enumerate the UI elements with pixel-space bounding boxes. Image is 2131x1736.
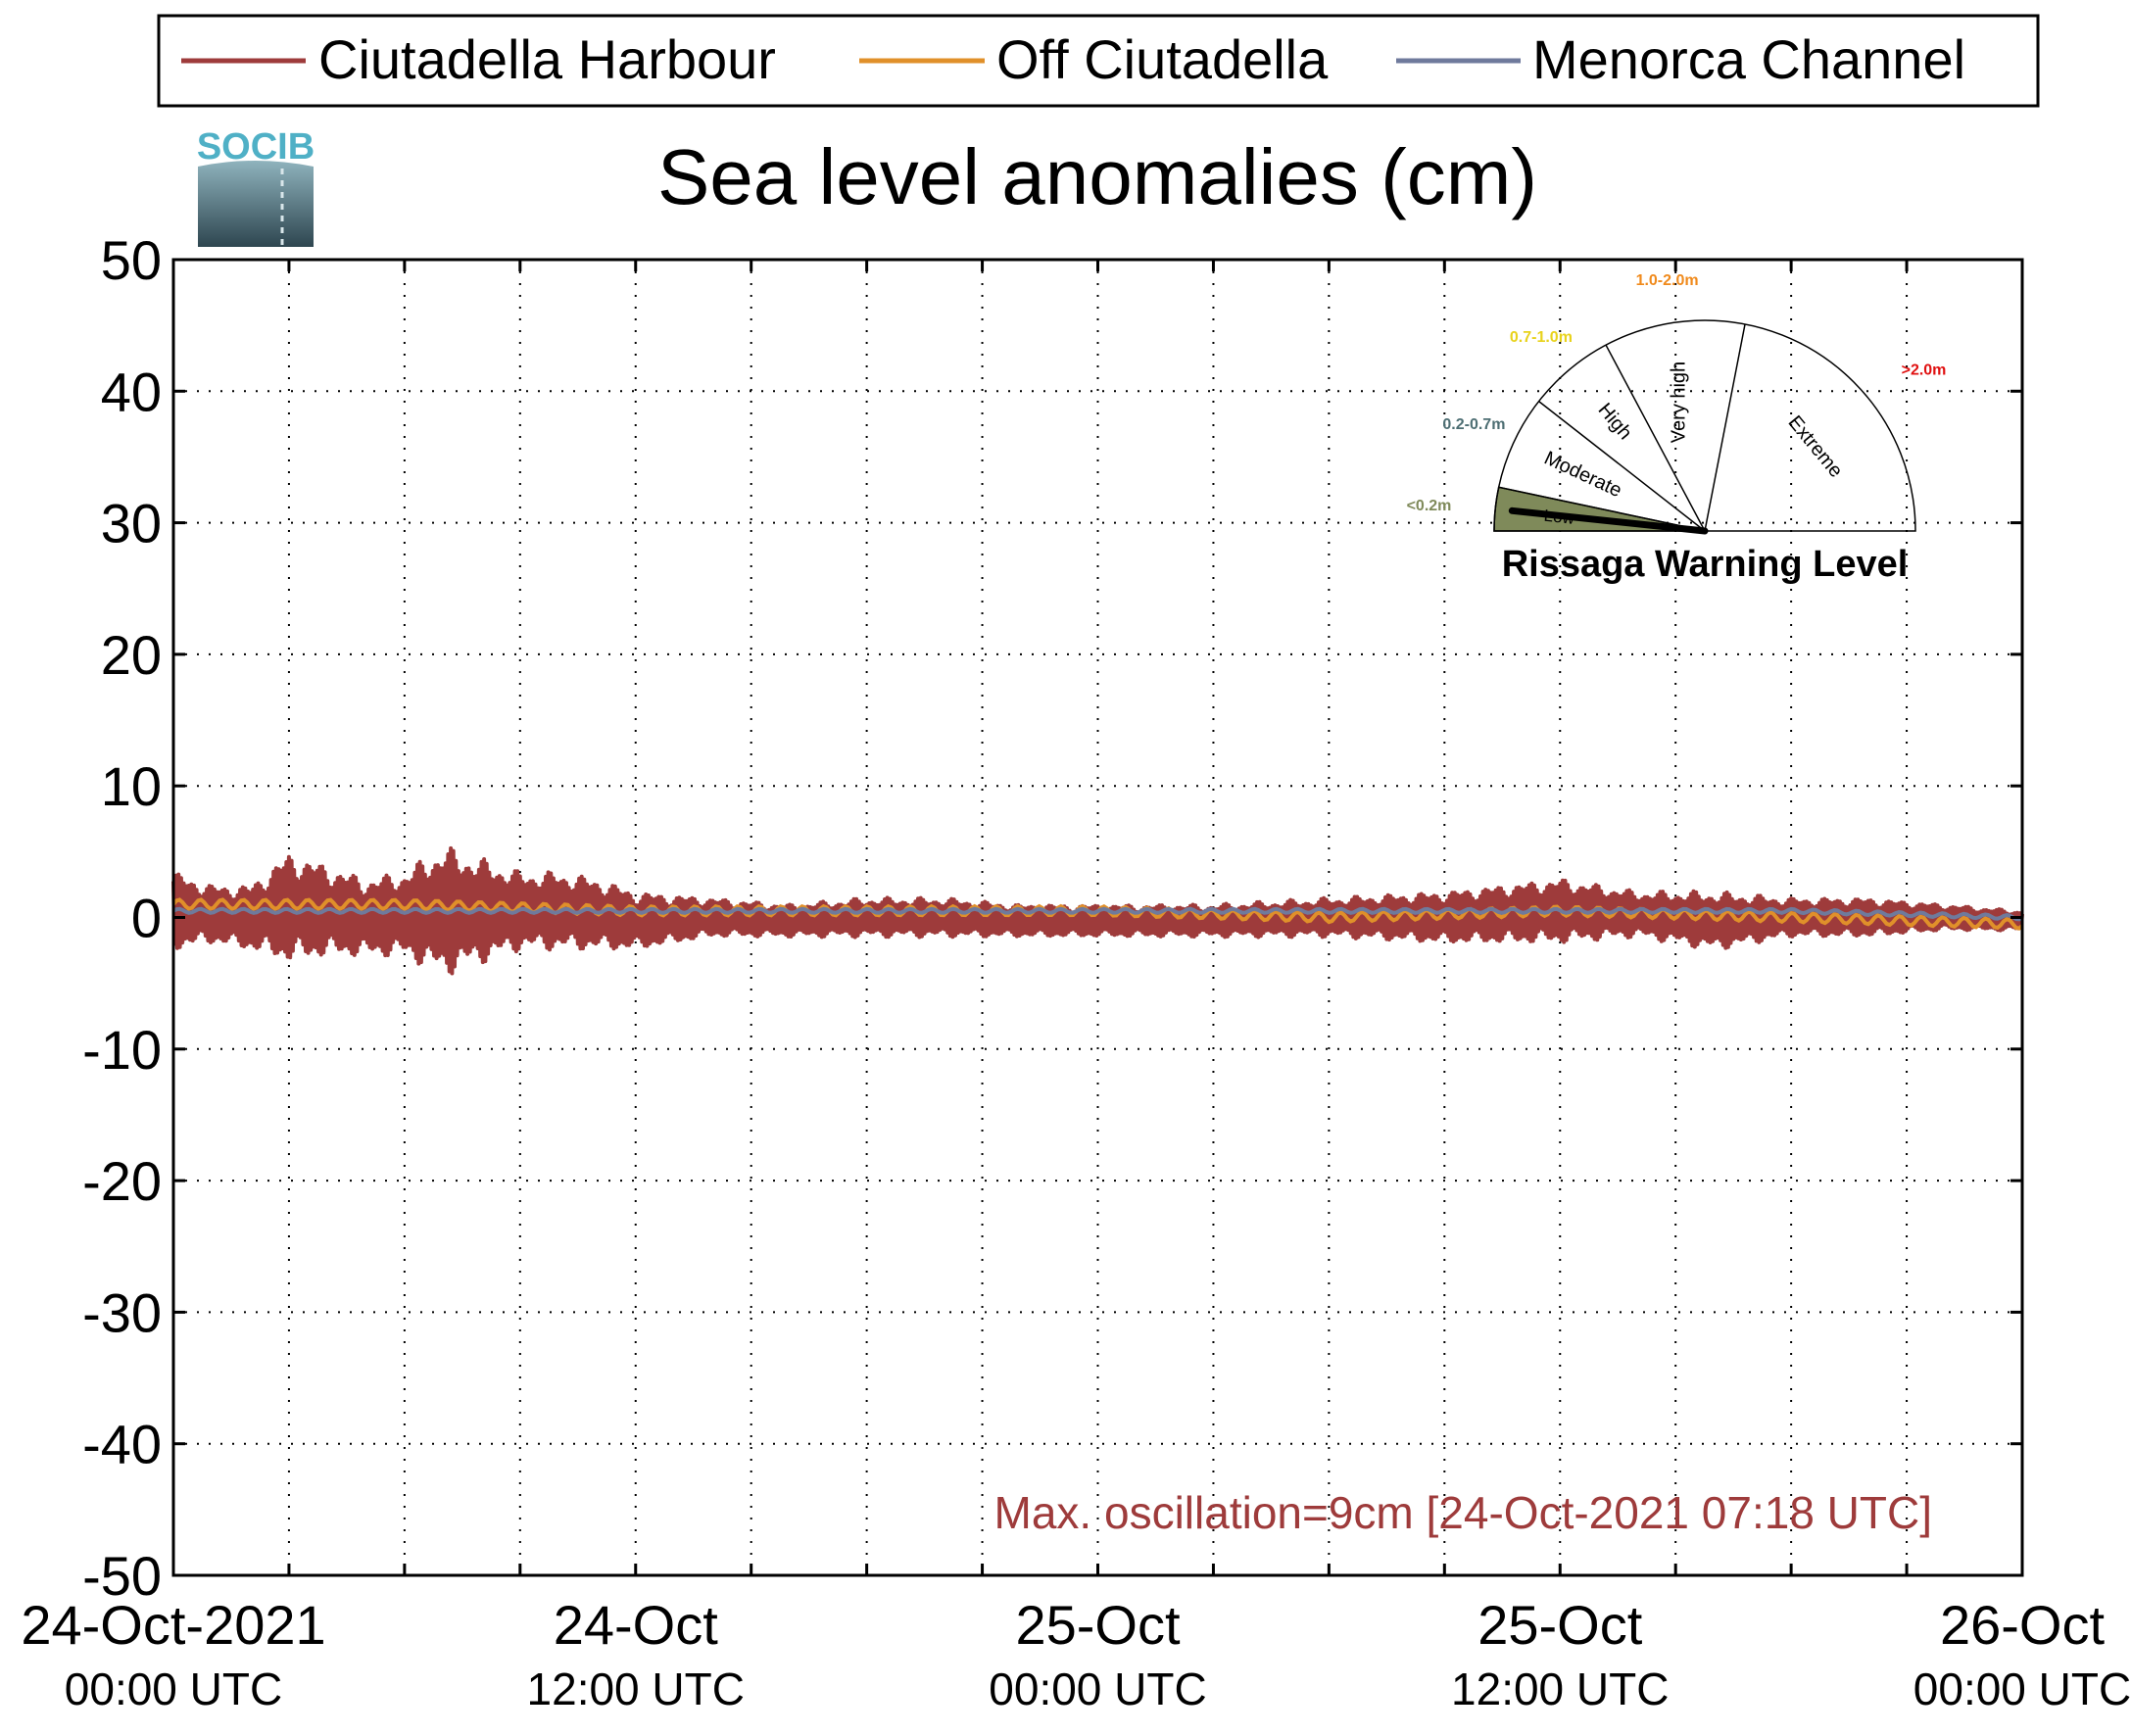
gauge-label-very-high: Very high — [1668, 362, 1689, 443]
series-line-ciutadella-harbour — [171, 845, 2024, 976]
socib-logo: SOCIB — [197, 126, 315, 247]
x-tick-time: 00:00 UTC — [65, 1664, 282, 1714]
gauge-arc — [1493, 319, 1916, 532]
y-tick-label: -30 — [82, 1281, 162, 1343]
y-axis: 50 40 30 20 10 0 -10 -20 -30 -40 -50 — [82, 229, 2022, 1607]
x-tick-date: 25-Oct — [1015, 1594, 1180, 1656]
x-tick-date: 26-Oct — [1940, 1594, 2105, 1656]
series-layer — [171, 845, 2024, 976]
x-tick-date: 24-Oct-2021 — [21, 1594, 325, 1656]
legend-label-off-ciutadella: Off Ciutadella — [996, 28, 1329, 90]
series-line-menorca-channel — [172, 906, 2023, 922]
logo-wave-shape — [198, 161, 314, 247]
gauge-divider — [1538, 401, 1706, 532]
legend: Ciutadella Harbour Off Ciutadella Menorc… — [157, 14, 2040, 108]
x-tick-time: 12:00 UTC — [527, 1664, 745, 1714]
chart-title: Sea level anomalies (cm) — [657, 133, 1537, 220]
y-tick-label: 50 — [101, 229, 162, 291]
gauge-range-very-high: 1.0-2.0m — [1636, 272, 1699, 289]
x-tick-date: 24-Oct — [554, 1594, 718, 1656]
x-tick-time: 12:00 UTC — [1451, 1664, 1669, 1714]
x-axis: 24-Oct-2021 00:00 UTC 24-Oct 12:00 UTC 25-Oc… — [21, 260, 2131, 1714]
gauge-needle — [1508, 506, 1709, 535]
y-tick-label: 10 — [101, 755, 162, 817]
gauge-range-low: <0.2m — [1407, 498, 1452, 514]
logo-text: SOCIB — [197, 126, 315, 168]
legend-label-ciutadella-harbour: Ciutadella Harbour — [318, 28, 776, 90]
x-tick-date: 25-Oct — [1477, 1594, 1642, 1656]
gauge-divider — [1704, 323, 1746, 532]
gauge-divider — [1498, 486, 1706, 532]
gauge-range-high: 0.7-1.0m — [1510, 329, 1573, 346]
legend-label-menorca-channel: Menorca Channel — [1532, 28, 1965, 90]
x-tick-time: 00:00 UTC — [989, 1664, 1206, 1714]
y-tick-label: 30 — [101, 493, 162, 555]
y-tick-label: 40 — [101, 361, 162, 422]
gauge-dividers — [1498, 323, 1746, 532]
y-tick-label: -10 — [82, 1019, 162, 1081]
y-tick-label: 20 — [101, 624, 162, 686]
gauge-divider — [1605, 344, 1706, 532]
gauge-title: Rissaga Warning Level — [1502, 544, 1909, 585]
y-tick-label: -20 — [82, 1150, 162, 1212]
y-tick-label: 0 — [131, 888, 162, 949]
max-oscillation-annotation: Max. oscillation=9cm [24-Oct-2021 07:18 … — [994, 1487, 1932, 1538]
x-tick-time: 00:00 UTC — [1913, 1664, 2131, 1714]
gauge-range-moderate: 0.2-0.7m — [1442, 416, 1505, 433]
legend-box — [157, 14, 2040, 108]
y-tick-label: -50 — [82, 1545, 162, 1607]
gauge-range-extreme: >2.0m — [1902, 362, 1947, 379]
y-tick-label: -40 — [82, 1414, 162, 1475]
